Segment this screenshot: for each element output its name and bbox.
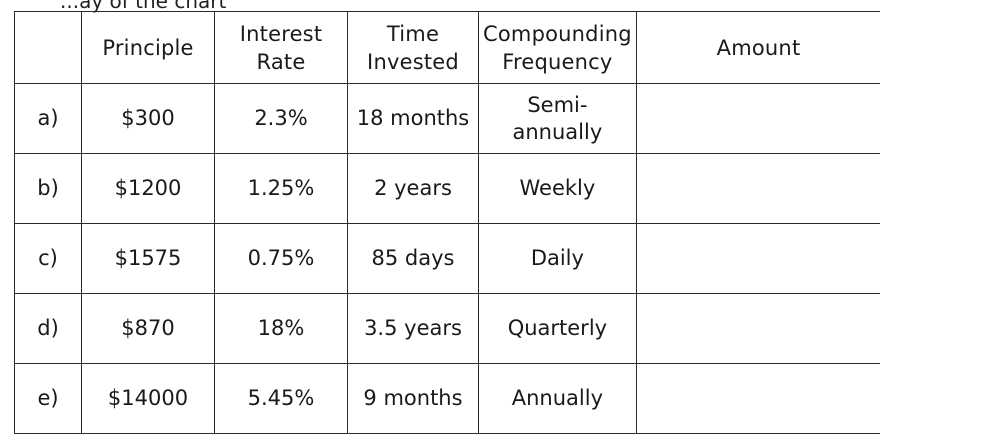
amount-cell[interactable] (635, 293, 881, 364)
frequency-cell: Quarterly (478, 293, 637, 364)
row-label: a) (14, 83, 82, 154)
time-cell: 2 years (347, 153, 479, 224)
amount-cell[interactable] (635, 363, 881, 434)
principle-cell: $870 (81, 293, 215, 364)
rate-cell: 2.3% (214, 83, 348, 154)
principle-cell: $300 (81, 83, 215, 154)
frequency-cell: Annually (478, 363, 637, 434)
rate-cell: 5.45% (214, 363, 348, 434)
table-header-row: Principle Interest Rate Time Invested Co… (14, 11, 881, 84)
table-row: a) $300 2.3% 18 months Semi-annually (14, 83, 881, 154)
amount-cell[interactable] (635, 223, 881, 294)
table-row: d) $870 18% 3.5 years Quarterly (14, 293, 881, 364)
time-cell: 18 months (347, 83, 479, 154)
row-label: b) (14, 153, 82, 224)
row-label: d) (14, 293, 82, 364)
principle-cell: $1200 (81, 153, 215, 224)
time-cell: 85 days (347, 223, 479, 294)
header-principle: Principle (81, 11, 215, 84)
compound-interest-table: Principle Interest Rate Time Invested Co… (14, 11, 881, 434)
time-cell: 9 months (347, 363, 479, 434)
time-cell: 3.5 years (347, 293, 479, 364)
row-label: c) (14, 223, 82, 294)
table-row: e) $14000 5.45% 9 months Annually (14, 363, 881, 434)
amount-cell[interactable] (635, 83, 881, 154)
rate-cell: 18% (214, 293, 348, 364)
amount-cell[interactable] (635, 153, 881, 224)
header-interest-rate: Interest Rate (214, 11, 348, 84)
principle-cell: $1575 (81, 223, 215, 294)
header-compounding-frequency: Compounding Frequency (478, 11, 637, 84)
header-amount: Amount (635, 11, 881, 84)
header-time-invested: Time Invested (347, 11, 479, 84)
frequency-cell: Weekly (478, 153, 637, 224)
frequency-cell: Semi-annually (478, 83, 637, 154)
header-blank (14, 11, 82, 84)
frequency-cell: Daily (478, 223, 637, 294)
cut-off-instruction-text: ...ay of the chart (60, 0, 227, 13)
table-row: c) $1575 0.75% 85 days Daily (14, 223, 881, 294)
rate-cell: 1.25% (214, 153, 348, 224)
table-row: b) $1200 1.25% 2 years Weekly (14, 153, 881, 224)
row-label: e) (14, 363, 82, 434)
rate-cell: 0.75% (214, 223, 348, 294)
principle-cell: $14000 (81, 363, 215, 434)
